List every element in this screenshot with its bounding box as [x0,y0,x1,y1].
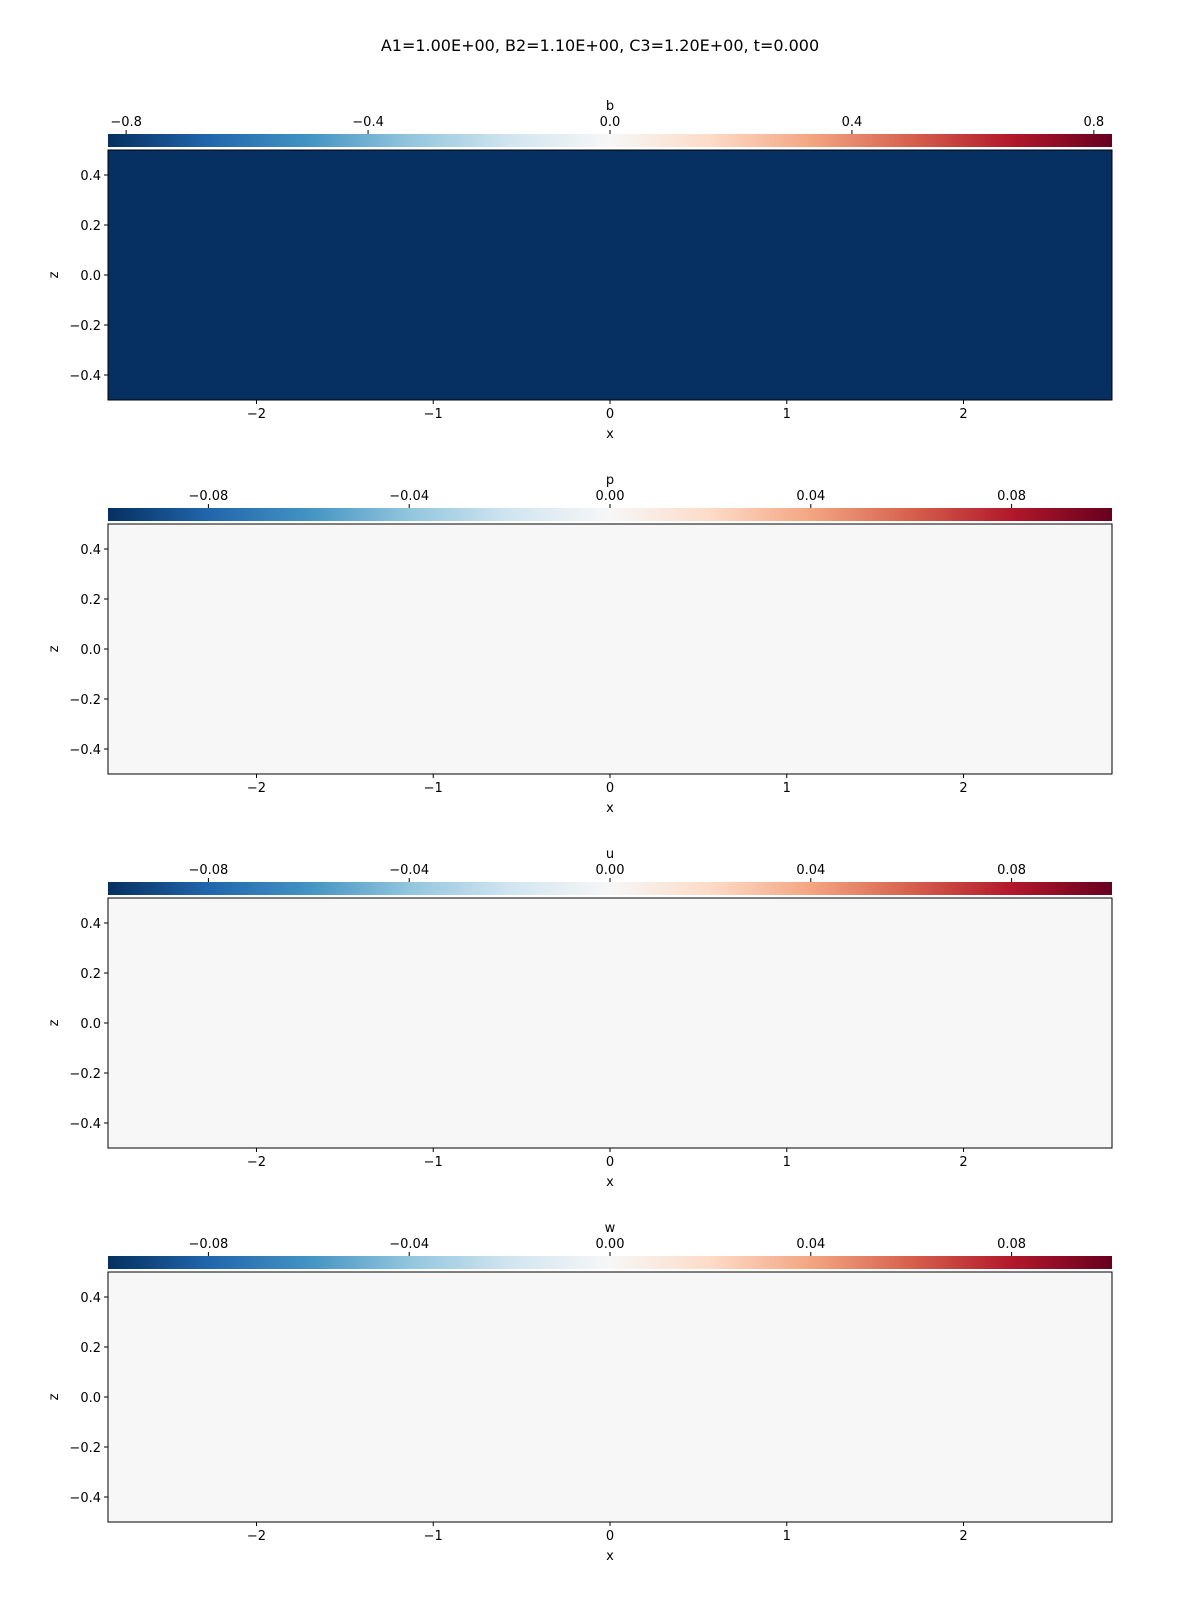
colorbar-label: w [605,1221,616,1236]
y-tick-label: 0.0 [80,269,101,284]
x-tick-label: 0 [606,1155,614,1170]
x-axis-label: x [606,427,614,442]
colorbar-tick-label: 0.08 [997,489,1026,504]
heatmap-field-w [108,1272,1112,1522]
x-tick-label: 1 [783,781,791,796]
y-tick-label: 0.2 [80,219,101,234]
x-tick-label: −2 [247,1529,266,1544]
colorbar-tick-label: 0.0 [600,115,621,130]
colorbar-tick-label: −0.8 [110,115,142,130]
colorbar-label: p [606,473,614,488]
colorbar-tick-label: 0.08 [997,1237,1026,1252]
x-tick-label: 2 [959,1155,967,1170]
y-tick-label: 0.0 [80,643,101,658]
x-tick-label: 0 [606,407,614,422]
colorbar-tick-label: −0.04 [389,489,429,504]
heatmap-field-b [108,150,1112,400]
y-axis-label: z [47,645,62,652]
y-tick-label: −0.2 [69,693,101,708]
y-tick-label: 0.0 [80,1391,101,1406]
x-tick-label: 0 [606,1529,614,1544]
x-tick-label: 2 [959,781,967,796]
y-axis-label: z [47,1019,62,1026]
colorbar-b [108,134,1112,147]
y-tick-label: 0.4 [80,1291,101,1306]
y-tick-label: 0.4 [80,917,101,932]
y-tick-label: −0.4 [69,1117,101,1132]
colorbar-tick-label: −0.4 [352,115,384,130]
colorbar-tick-label: 0.04 [796,1237,825,1252]
colorbar-tick-label: 0.04 [796,863,825,878]
colorbar-u [108,882,1112,895]
x-axis-label: x [606,1175,614,1190]
y-tick-label: 0.2 [80,1341,101,1356]
y-tick-label: 0.2 [80,967,101,982]
x-tick-label: −1 [424,781,443,796]
panel-w: −0.08 −0.04 0.00 0.04 0.08 w −2 −1 0 1 2 x 0.4 0.2 0.0… [47,1221,1113,1564]
x-axis-label: x [606,1549,614,1564]
y-axis-label: z [47,271,62,278]
y-axis-label: z [47,1393,62,1400]
y-tick-label: 0.4 [80,169,101,184]
panel-u: −0.08 −0.04 0.00 0.04 0.08 u −2 −1 0 1 2 x 0.4 0.2 0.0… [47,847,1113,1190]
figure-suptitle: A1=1.00E+00, B2=1.10E+00, C3=1.20E+00, t… [381,36,819,55]
x-tick-label: 1 [783,1529,791,1544]
x-tick-label: −2 [247,781,266,796]
x-tick-label: −1 [424,1155,443,1170]
colorbar-label: u [606,847,614,862]
y-tick-label: −0.4 [69,743,101,758]
y-tick-label: −0.2 [69,319,101,334]
panel-p: −0.08 −0.04 0.00 0.04 0.08 p −2 −1 0 1 2 x 0.4 0.2 0.0… [47,473,1113,816]
colorbar-tick-label: 0.08 [997,863,1026,878]
x-tick-label: 1 [783,407,791,422]
y-tick-label: −0.4 [69,1491,101,1506]
colorbar-p [108,508,1112,521]
colorbar-tick-label: −0.08 [188,863,228,878]
x-tick-label: 0 [606,781,614,796]
colorbar-tick-label: 0.00 [596,489,625,504]
x-tick-label: −2 [247,1155,266,1170]
colorbar-tick-label: 0.00 [596,863,625,878]
heatmap-field-u [108,898,1112,1148]
y-tick-label: −0.2 [69,1441,101,1456]
colorbar-tick-label: 0.04 [796,489,825,504]
x-tick-label: −1 [424,407,443,422]
y-tick-label: 0.0 [80,1017,101,1032]
colorbar-w [108,1256,1112,1269]
x-tick-label: 1 [783,1155,791,1170]
colorbar-tick-label: −0.08 [188,1237,228,1252]
x-tick-label: −2 [247,407,266,422]
colorbar-tick-label: −0.08 [188,489,228,504]
panel-b: −0.8 −0.4 0.0 0.4 0.8 b −2 −1 0 1 2 x 0.4 0.2 0.0 −0.2 −… [47,99,1113,442]
x-tick-label: 2 [959,407,967,422]
colorbar-tick-label: −0.04 [389,863,429,878]
x-axis-label: x [606,801,614,816]
x-tick-label: −1 [424,1529,443,1544]
heatmap-field-p [108,524,1112,774]
y-tick-label: 0.4 [80,543,101,558]
y-tick-label: −0.2 [69,1067,101,1082]
colorbar-tick-label: 0.4 [842,115,863,130]
y-tick-label: 0.2 [80,593,101,608]
colorbar-tick-label: 0.8 [1084,115,1105,130]
y-tick-label: −0.4 [69,369,101,384]
colorbar-tick-label: 0.00 [596,1237,625,1252]
colorbar-label: b [606,99,614,114]
colorbar-tick-label: −0.04 [389,1237,429,1252]
x-tick-label: 2 [959,1529,967,1544]
